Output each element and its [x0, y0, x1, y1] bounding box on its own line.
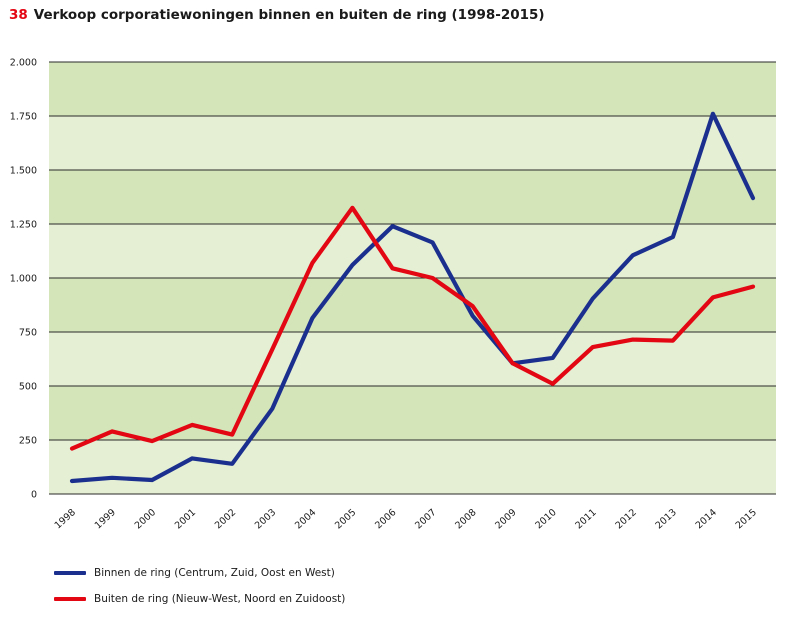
legend-item-binnen: Binnen de ring (Centrum, Zuid, Oost en W… — [54, 567, 335, 579]
y-tick-label: 1.750 — [10, 112, 37, 123]
y-tick-label: 1.250 — [10, 220, 37, 231]
background-band — [49, 386, 776, 440]
x-tick-label: 2013 — [654, 507, 679, 531]
x-tick-label: 2009 — [493, 507, 518, 531]
figure-title: Verkoop corporatiewoningen binnen en bui… — [33, 7, 545, 23]
x-tick-label: 2010 — [533, 507, 558, 531]
y-tick-label: 250 — [19, 436, 37, 447]
x-tick-label: 1998 — [53, 507, 78, 531]
figure-number: 38 — [9, 7, 28, 23]
y-axis-ticks: 0 250 500 750 1.000 1.250 1.500 1.750 2.000 — [10, 58, 37, 501]
legend-label-buiten: Buiten de ring (Nieuw-West, Noord en Zui… — [94, 593, 346, 605]
x-tick-label: 2012 — [613, 507, 638, 531]
x-tick-label: 1999 — [93, 507, 118, 531]
x-tick-label: 2000 — [133, 507, 158, 531]
x-tick-label: 2007 — [413, 507, 438, 531]
plot-background — [49, 62, 776, 494]
legend-item-buiten: Buiten de ring (Nieuw-West, Noord en Zui… — [54, 593, 345, 605]
background-band — [49, 116, 776, 170]
y-tick-label: 500 — [19, 382, 37, 393]
legend-swatch-buiten — [54, 597, 86, 601]
y-tick-label: 1.500 — [10, 166, 37, 177]
x-tick-label: 2015 — [734, 507, 759, 531]
x-tick-label: 2014 — [694, 507, 719, 531]
chart-title: 38 Verkoop corporatiewoningen binnen en b… — [9, 7, 545, 23]
x-axis-ticks: 1998 1999 2000 2001 2002 2003 2004 2005 2006 2007… — [53, 507, 759, 531]
y-tick-label: 2.000 — [10, 58, 37, 69]
background-band — [49, 170, 776, 224]
x-tick-label: 2004 — [293, 507, 318, 531]
background-band — [49, 440, 776, 494]
x-tick-label: 2003 — [253, 507, 278, 531]
series-line-buiten — [69, 205, 756, 451]
series-lines — [69, 111, 756, 484]
x-tick-label: 2001 — [173, 507, 198, 531]
line-chart: 0 250 500 750 1.000 1.250 1.500 1.750 2.000 1998… — [10, 58, 776, 531]
y-tick-label: 750 — [19, 328, 37, 339]
background-band — [49, 278, 776, 332]
x-tick-label: 2011 — [573, 507, 598, 531]
y-tick-label: 0 — [31, 490, 37, 501]
legend-label-binnen: Binnen de ring (Centrum, Zuid, Oost en W… — [94, 567, 335, 579]
x-tick-label: 2006 — [373, 507, 398, 531]
x-tick-label: 2005 — [333, 507, 358, 531]
legend-swatch-binnen — [54, 571, 86, 575]
series-line-binnen — [69, 111, 756, 484]
x-tick-label: 2008 — [453, 507, 478, 531]
x-tick-label: 2002 — [213, 507, 238, 531]
gridlines — [49, 61, 776, 495]
background-band — [49, 62, 776, 116]
y-tick-label: 1.000 — [10, 274, 37, 285]
